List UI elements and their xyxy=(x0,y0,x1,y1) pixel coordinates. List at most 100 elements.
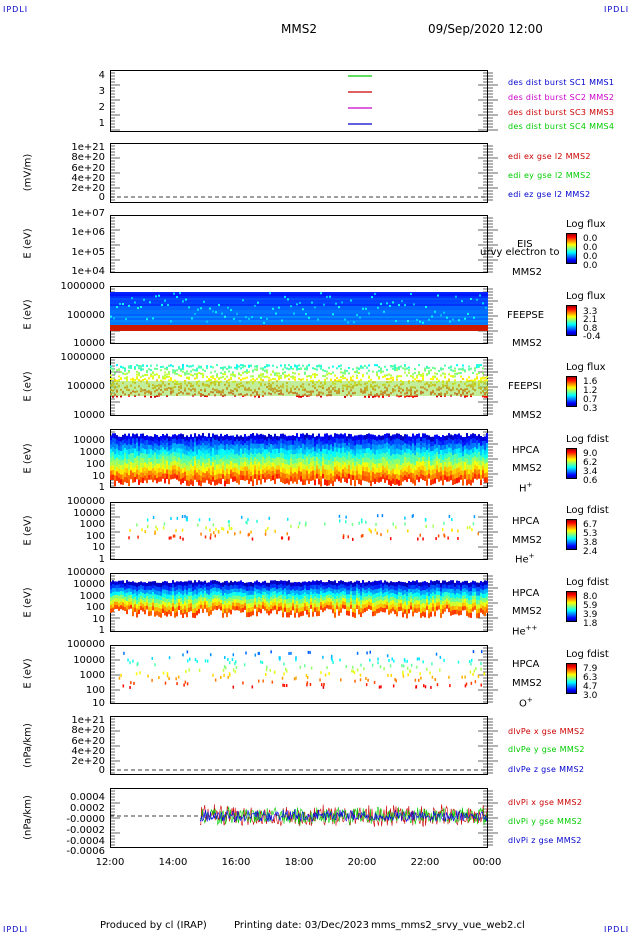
feepsi-cell xyxy=(146,371,148,374)
hpca-hepp-cell xyxy=(180,589,182,595)
hpca-h-cell xyxy=(354,450,356,457)
feepsi-cell xyxy=(316,368,318,371)
feepsi-cell xyxy=(170,377,172,380)
feepse-speck xyxy=(353,321,355,324)
hpca-hepp-cell xyxy=(122,606,124,611)
hpca-h-cell xyxy=(292,449,294,455)
feepsi-cell xyxy=(474,369,476,372)
feepse-speck xyxy=(188,306,190,309)
hpca-h-cell xyxy=(432,479,434,485)
hpca-h-cell xyxy=(234,445,236,451)
hpca-h-cell xyxy=(182,463,184,469)
hpca-hepp-cell xyxy=(312,580,314,586)
hpca-h-cell xyxy=(286,478,288,484)
hpca-hepp-cell xyxy=(318,593,320,599)
hpca-hepp-cell xyxy=(228,608,230,613)
hpca-h-cell xyxy=(468,450,470,456)
hpca-h-cell xyxy=(272,440,274,446)
feepsi-cell xyxy=(422,374,424,377)
hpca-h-cell xyxy=(152,472,154,478)
hpca-h-cell xyxy=(428,469,430,475)
hpca-h-cell xyxy=(398,444,400,450)
hpca-hepp-cell xyxy=(218,581,220,586)
hpca-h-cell xyxy=(306,461,308,467)
feepsi-cell xyxy=(436,372,438,375)
hpca-h-cell xyxy=(212,476,214,482)
hpca-h-cell xyxy=(246,462,248,468)
hpca-h-cell xyxy=(342,460,344,466)
hpca-hepp-cell xyxy=(192,608,194,614)
feepsi-cell xyxy=(228,370,230,373)
hpca-hepp-cell xyxy=(156,606,158,612)
hpca-h-cell xyxy=(292,463,294,470)
hpca-h-cell xyxy=(474,442,476,448)
hpca-h-cell xyxy=(350,459,352,466)
hpca-h-cell xyxy=(168,478,170,485)
hpca-h-cell xyxy=(356,466,358,472)
feepse-speck xyxy=(461,300,463,303)
hpca-hepp-cell xyxy=(300,603,302,608)
hpca-hepp-cell xyxy=(266,590,268,595)
feepsi-cell xyxy=(484,379,486,382)
feepsi-cell xyxy=(222,373,224,376)
hpca-h-cell xyxy=(174,447,176,453)
feepsi-cell xyxy=(176,369,178,372)
hpca-h-cell xyxy=(294,445,296,451)
hpca-h-cell xyxy=(402,463,404,469)
hpca-h-cell xyxy=(140,472,142,478)
hpca-hepp-cell xyxy=(148,581,150,587)
hpca-h-cell xyxy=(388,438,390,445)
hpca-he-cell xyxy=(181,515,184,519)
hpca-h-cell xyxy=(414,435,416,441)
feepse-speck xyxy=(389,305,391,308)
feepsi-cell xyxy=(178,365,180,368)
hpca-h-cell xyxy=(278,461,280,467)
hpca-h-cell xyxy=(222,453,224,458)
feepsi-cell xyxy=(142,364,144,367)
feepsi-cell xyxy=(298,395,300,398)
hpca-hepp-cell xyxy=(192,604,194,610)
hpca-h-cell xyxy=(450,439,452,445)
hpca-hepp-cell xyxy=(252,586,254,592)
hpca-h-cell xyxy=(300,452,302,458)
hpca-h-cell xyxy=(176,435,178,441)
feepsi-cell xyxy=(170,364,172,367)
hpca-h-cell xyxy=(348,438,350,444)
hpca-h-cell xyxy=(214,449,216,456)
hpca-h-cell xyxy=(352,449,354,455)
feepsi-cell xyxy=(178,367,180,370)
feepsi-cell xyxy=(168,364,170,367)
hpca-h-cell xyxy=(142,438,144,444)
feepsi-cell xyxy=(476,364,478,367)
hpca-h-cell xyxy=(152,454,154,460)
feepsi-cell xyxy=(344,369,346,372)
hpca-h-cell xyxy=(270,448,272,454)
hpca-h-cell xyxy=(144,466,146,472)
hpca-hepp-cell xyxy=(308,598,310,604)
hpca-hepp-cell xyxy=(258,581,260,587)
hpca-hepp-cell xyxy=(298,590,300,596)
feepsi-cell xyxy=(254,368,256,371)
feepse-band xyxy=(110,300,488,302)
feepse-speck xyxy=(419,320,421,323)
hpca-h-cell xyxy=(428,452,430,458)
feepsi-cell xyxy=(186,370,188,373)
hpca-h-cell xyxy=(156,478,158,484)
hpca-h-cell xyxy=(206,458,208,464)
hpca-hepp-cell xyxy=(282,598,284,604)
feepsi-cell xyxy=(278,378,280,381)
hpca-h-cell xyxy=(438,440,440,446)
hpca-h-cell xyxy=(354,445,356,452)
hpca-hepp-cell xyxy=(268,602,270,608)
hpca-h-cell xyxy=(210,475,212,481)
feepsi-cell xyxy=(386,374,388,377)
hpca-he-cell xyxy=(265,529,267,533)
hpca-h-cell xyxy=(244,466,246,472)
hpca-h-cell xyxy=(442,474,444,481)
hpca-h-cell xyxy=(274,438,276,445)
feepsi-cell xyxy=(156,379,158,382)
hpca-hepp-cell xyxy=(202,600,204,606)
hpca-hepp-cell xyxy=(208,598,210,604)
feepsi-cell xyxy=(454,367,456,370)
hpca-h-cell xyxy=(314,475,316,481)
